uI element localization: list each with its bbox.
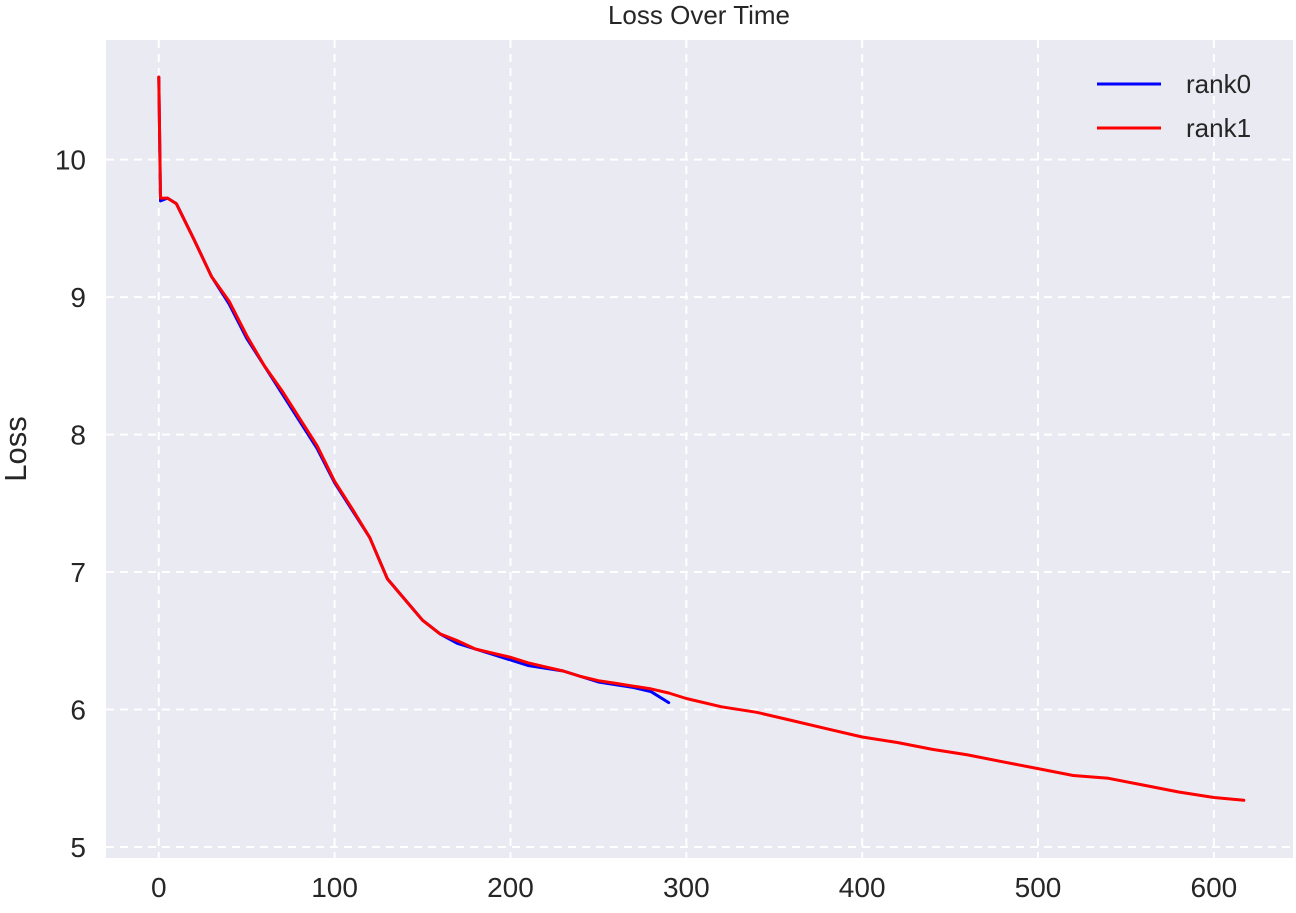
x-tick-labels: 0 100 200 300 400 500 600 [151, 872, 1237, 903]
x-tick-label: 300 [663, 872, 710, 903]
y-tick-label: 9 [70, 282, 86, 313]
x-tick-label: 100 [311, 872, 358, 903]
chart-title: Loss Over Time [608, 0, 790, 30]
x-tick-label: 600 [1191, 872, 1238, 903]
y-tick-label: 6 [70, 695, 86, 726]
x-tick-label: 0 [151, 872, 167, 903]
x-tick-label: 500 [1015, 872, 1062, 903]
x-tick-label: 200 [487, 872, 534, 903]
y-axis-title: Loss [0, 416, 33, 481]
legend-label-rank0: rank0 [1186, 69, 1251, 99]
y-tick-label: 5 [70, 832, 86, 863]
legend-label-rank1: rank1 [1186, 113, 1251, 143]
x-tick-label: 400 [839, 872, 886, 903]
y-tick-labels: 5 6 7 8 9 10 [55, 145, 86, 863]
y-tick-label: 8 [70, 420, 86, 451]
y-tick-label: 10 [55, 145, 86, 176]
y-tick-label: 7 [70, 557, 86, 588]
plot-background [106, 40, 1293, 858]
